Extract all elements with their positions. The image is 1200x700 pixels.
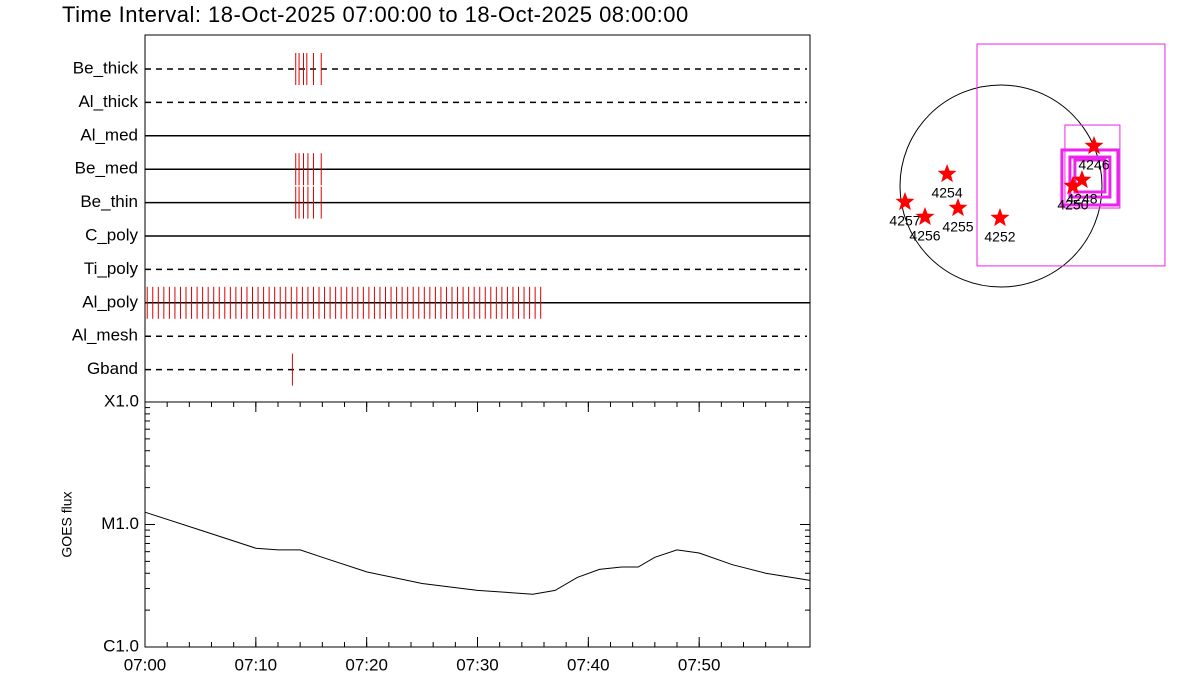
region-star [915, 207, 935, 226]
row-label: Be_thin [80, 192, 138, 211]
x-tick-label: 07:40 [567, 655, 610, 674]
solar-disk [899, 84, 1103, 288]
row-label: Ti_poly [84, 259, 139, 278]
region-star [1084, 136, 1104, 155]
region-star [990, 208, 1010, 227]
region-label: 4255 [942, 219, 973, 235]
region-star [895, 192, 915, 211]
goes-curve [144, 511, 811, 595]
x-tick-label: 07:30 [456, 655, 499, 674]
region-star [1063, 176, 1083, 195]
fov-box [1073, 158, 1107, 194]
region-label: 4257 [889, 213, 920, 229]
row-label: Al_mesh [72, 326, 138, 345]
row-label: C_poly [85, 225, 138, 244]
fov-box [1068, 155, 1112, 199]
fov-box [1064, 124, 1121, 209]
y-tick-label: X1.0 [104, 391, 139, 410]
y-axis-label: GOES flux [59, 491, 75, 557]
row-label: Gband [87, 359, 138, 378]
title: Time Interval: 18-Oct-2025 07:00:00 to 1… [62, 2, 689, 27]
row-label: Al_med [80, 125, 138, 144]
fov-box [976, 43, 1166, 267]
region-label: 4248 [1066, 191, 1097, 207]
region-label: 4256 [909, 228, 940, 244]
region-star [937, 164, 957, 183]
x-tick-label: 07:10 [235, 655, 278, 674]
region-star [948, 198, 968, 217]
region-star [1072, 170, 1092, 189]
x-tick-label: 07:50 [678, 655, 721, 674]
row-label: Al_poly [82, 292, 138, 311]
region-label: 4246 [1078, 157, 1109, 173]
goes-frame [144, 401, 811, 648]
x-tick-label: 07:00 [124, 655, 167, 674]
x-tick-label: 07:20 [345, 655, 388, 674]
region-label: 4250 [1057, 197, 1088, 213]
region-label: 4252 [984, 229, 1015, 245]
row-label: Be_thick [73, 58, 139, 77]
row-label: Al_thick [78, 92, 138, 111]
y-tick-label: C1.0 [103, 636, 139, 655]
timeline-frame [144, 34, 811, 403]
row-label: Be_med [75, 159, 138, 178]
region-label: 4254 [931, 185, 962, 201]
y-tick-label: M1.0 [101, 514, 139, 533]
